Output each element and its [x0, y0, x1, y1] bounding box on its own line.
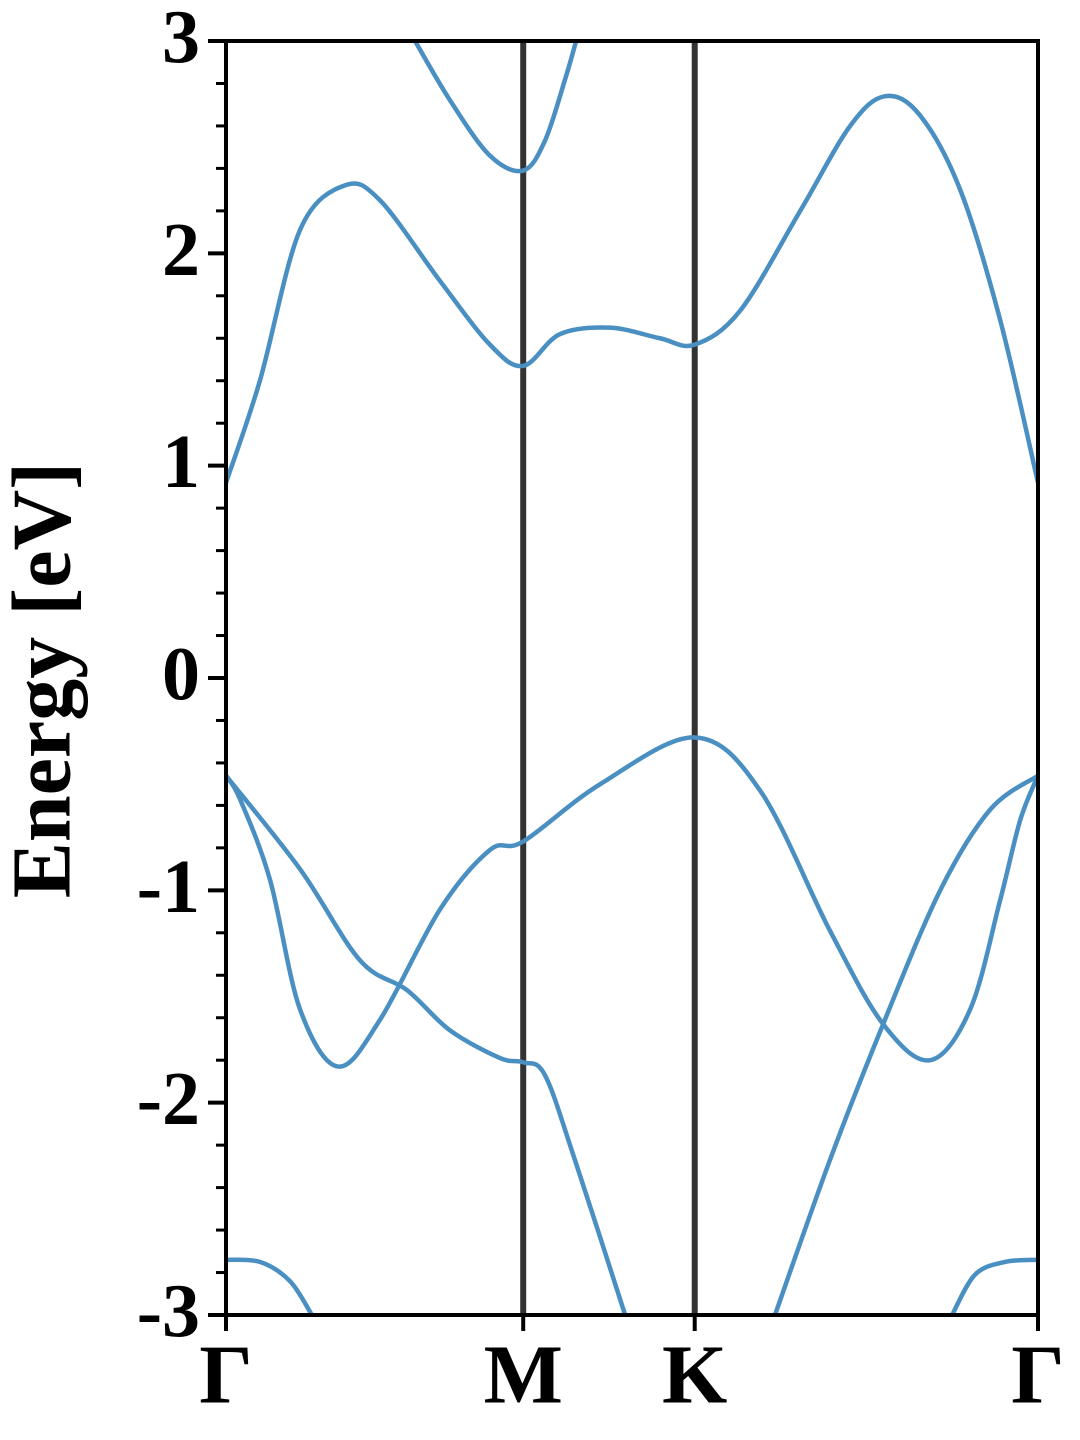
- band: [226, 774, 628, 1315]
- plot-area: [226, 41, 1038, 1315]
- y-tick-label: 3: [162, 0, 200, 79]
- x-tick-label: M: [484, 1328, 563, 1421]
- y-tick-label: 1: [162, 420, 200, 504]
- band: [226, 735, 1038, 1069]
- y-axis-label: Energy [eV]: [0, 462, 88, 898]
- band: [226, 93, 1038, 484]
- x-tick-label: K: [662, 1328, 727, 1421]
- band: [950, 1257, 1038, 1315]
- y-tick-label: -2: [137, 1057, 200, 1141]
- band: [226, 1257, 314, 1315]
- y-tick-label: 0: [162, 632, 200, 716]
- x-tick-label: Γ: [1011, 1328, 1064, 1421]
- band: [772, 773, 1038, 1315]
- frame: [224, 39, 1040, 1317]
- band: [413, 41, 579, 174]
- y-tick-label: -1: [137, 845, 200, 929]
- x-tick-label: Γ: [199, 1328, 252, 1421]
- y-tick-label: 2: [162, 208, 200, 292]
- y-tick-label: -3: [137, 1269, 200, 1353]
